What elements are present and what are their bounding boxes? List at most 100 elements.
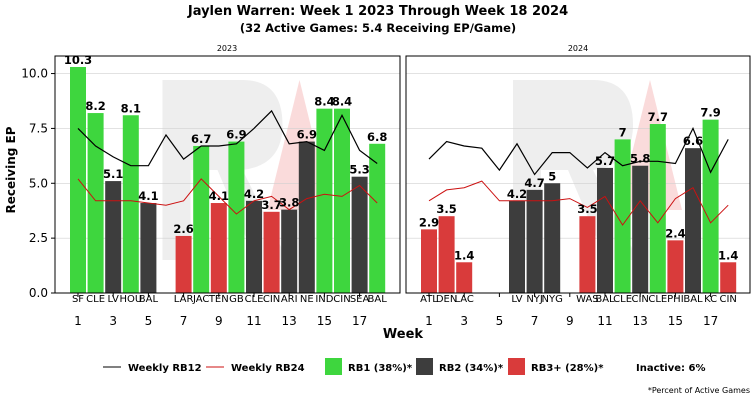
y-tick-label: 2.5 bbox=[29, 231, 48, 245]
bar-value-label: 4.2 bbox=[507, 187, 527, 201]
opponent-label: CLE bbox=[648, 294, 667, 305]
bar bbox=[702, 119, 719, 293]
bar bbox=[685, 148, 701, 293]
x-tick-label: 5 bbox=[145, 314, 153, 328]
opponent-label: BAL bbox=[368, 294, 388, 305]
bar-value-label: 2.6 bbox=[173, 222, 193, 236]
panel-frame-2024 bbox=[405, 55, 751, 294]
bar bbox=[667, 240, 684, 293]
bar bbox=[509, 200, 525, 293]
axes-group: 0.02.55.07.510.01 3 5 7 9 11 13 15 17 1 3 5 7 9 11 13 15… bbox=[21, 55, 751, 328]
opponent-label: LV bbox=[108, 294, 119, 305]
panel-title-2024: 2024 bbox=[568, 44, 588, 53]
x-tick-label: 1 bbox=[74, 314, 82, 328]
bar bbox=[649, 124, 666, 294]
bar-value-label: 7.9 bbox=[700, 106, 720, 120]
panel-frame-2023 bbox=[54, 55, 401, 294]
x-axis-label: Week bbox=[383, 327, 424, 342]
bar-value-label: 2.4 bbox=[665, 226, 685, 240]
bar bbox=[210, 203, 227, 293]
bar-value-label: 8.1 bbox=[121, 101, 141, 115]
rb12-line-2023 bbox=[77, 109, 378, 167]
bar-value-label: 7 bbox=[619, 125, 627, 139]
bar-value-label: 6.6 bbox=[683, 134, 703, 148]
x-tick-label: 9 bbox=[566, 314, 574, 328]
bar bbox=[175, 235, 192, 293]
bar bbox=[193, 145, 210, 293]
bar bbox=[438, 216, 455, 293]
legend-rb2-swatch bbox=[416, 358, 433, 375]
legend: Weekly RB12 Weekly RB24 RB1 (38%)* RB2 (… bbox=[103, 358, 705, 375]
bar-value-label: 1.4 bbox=[718, 248, 738, 262]
opponent-label: SF bbox=[72, 294, 84, 305]
opponent-label: KC bbox=[704, 294, 717, 305]
bar-value-label: 5.1 bbox=[103, 167, 123, 181]
bar bbox=[421, 229, 437, 293]
bar bbox=[334, 108, 350, 294]
y-tick-label: 5.0 bbox=[29, 176, 48, 190]
x-tick-label: 3 bbox=[109, 314, 117, 328]
chart-title: Jaylen Warren: Week 1 2023 Through Week … bbox=[187, 4, 568, 19]
opponent-label: TEN bbox=[208, 294, 229, 305]
bar-value-label: 5 bbox=[548, 169, 556, 183]
x-tick-label: 7 bbox=[531, 314, 539, 328]
y-tick-label: 10.0 bbox=[21, 67, 48, 81]
bar-value-label: 6.8 bbox=[367, 130, 387, 144]
x-tick-label: 11 bbox=[246, 314, 261, 328]
opponent-label: LAC bbox=[454, 294, 473, 305]
rb24-line-2023 bbox=[77, 178, 378, 215]
footnote: *Percent of Active Games bbox=[648, 386, 750, 395]
bar-value-label: 8.2 bbox=[85, 99, 105, 113]
bar-value-label: 4.1 bbox=[138, 189, 158, 203]
bar-value-label: 10.3 bbox=[64, 53, 92, 67]
bar bbox=[597, 167, 613, 293]
x-tick-label: 9 bbox=[215, 314, 223, 328]
opponent-label: NE bbox=[300, 294, 314, 305]
opponent-label: BAL bbox=[139, 294, 159, 305]
legend-inactive-label: Inactive: 6% bbox=[636, 363, 705, 374]
y-tick-label: 0.0 bbox=[29, 286, 48, 300]
legend-rb1-label: RB1 (38%)* bbox=[348, 363, 413, 374]
bar bbox=[140, 203, 157, 293]
opponent-label: BAL bbox=[683, 294, 703, 305]
opponent-label: CLE bbox=[245, 294, 264, 305]
bar-value-label: 3.5 bbox=[577, 202, 597, 216]
chart-subtitle: (32 Active Games: 5.4 Receiving EP/Game) bbox=[240, 21, 516, 35]
bar bbox=[105, 181, 122, 293]
bar-value-label: 4.1 bbox=[209, 189, 229, 203]
bar bbox=[351, 176, 368, 293]
bar-value-label: 6.9 bbox=[297, 128, 317, 142]
bar bbox=[369, 143, 386, 293]
bar bbox=[70, 66, 86, 293]
opponent-label: LV bbox=[511, 294, 522, 305]
opponent-label: SEA bbox=[350, 294, 370, 305]
x-tick-label: 17 bbox=[703, 314, 718, 328]
opponent-label: ATL bbox=[420, 294, 438, 305]
x-tick-label: 11 bbox=[597, 314, 612, 328]
bar bbox=[579, 216, 596, 293]
legend-rb1-swatch bbox=[325, 358, 342, 375]
labels-group: 10.3 SF 8.2 CLE 5.1 LV 8.1 HOU 4.1 BAL 2.6 LAR 6.7 JA… bbox=[64, 53, 739, 305]
bar bbox=[614, 139, 631, 293]
bar bbox=[544, 183, 561, 293]
opponent-label: GB bbox=[229, 294, 244, 305]
opponent-label: CLE bbox=[86, 294, 105, 305]
opponent-label: CLE bbox=[613, 294, 632, 305]
opponent-label: NYG bbox=[542, 294, 563, 305]
rb12-line-2024 bbox=[428, 126, 729, 176]
bar bbox=[122, 115, 139, 293]
opponent-label: CIN bbox=[719, 294, 736, 305]
bar bbox=[298, 141, 315, 293]
legend-rb3-label: RB3+ (28%)* bbox=[531, 363, 604, 374]
x-tick-label: 7 bbox=[180, 314, 188, 328]
lines-group bbox=[77, 109, 729, 226]
bar bbox=[526, 189, 543, 293]
opponent-label: LAR bbox=[174, 294, 194, 305]
opponent-label: CIN bbox=[333, 294, 350, 305]
legend-rb2-label: RB2 (34%)* bbox=[439, 363, 504, 374]
opponent-label: BAL bbox=[595, 294, 615, 305]
bar-value-label: 5.7 bbox=[595, 154, 615, 168]
x-tick-label: 17 bbox=[352, 314, 367, 328]
